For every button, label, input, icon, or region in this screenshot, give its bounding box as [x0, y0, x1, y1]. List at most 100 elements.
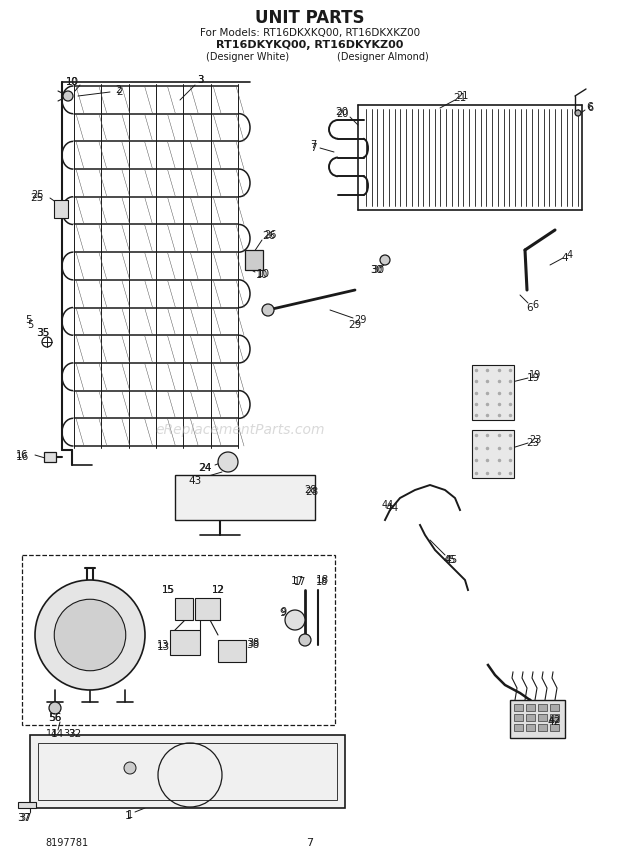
Bar	[44, 452, 56, 462]
Text: 20: 20	[336, 109, 348, 119]
Circle shape	[124, 762, 136, 774]
Text: (Designer White): (Designer White)	[206, 52, 290, 62]
Text: 15: 15	[162, 585, 174, 595]
Circle shape	[35, 580, 145, 690]
Bar	[38, 743, 337, 800]
Circle shape	[380, 255, 390, 265]
Text: 20: 20	[335, 107, 348, 117]
Text: 7: 7	[310, 140, 316, 150]
Text: 38: 38	[247, 638, 259, 648]
Text: 43: 43	[188, 476, 202, 486]
Bar	[195, 598, 220, 620]
Text: 1: 1	[127, 810, 133, 820]
Text: 25: 25	[30, 193, 43, 203]
Text: 6: 6	[587, 103, 593, 113]
Bar	[514, 714, 523, 721]
Text: 2: 2	[115, 85, 121, 95]
Text: 45: 45	[444, 555, 456, 565]
Text: 28: 28	[306, 487, 319, 497]
Bar	[526, 704, 535, 711]
Text: 16: 16	[16, 452, 29, 462]
Text: 23: 23	[526, 438, 539, 448]
Text: 17: 17	[294, 577, 306, 587]
Bar	[526, 724, 535, 731]
Bar	[514, 724, 523, 731]
Bar	[538, 704, 547, 711]
Text: 30: 30	[370, 265, 382, 275]
Text: For Models: RT16DKXKQ00, RT16DKXKZ00: For Models: RT16DKXKQ00, RT16DKXKZ00	[200, 28, 420, 38]
Bar	[54, 200, 68, 218]
Text: 44: 44	[386, 503, 399, 513]
Text: 37: 37	[19, 813, 31, 823]
Bar	[175, 475, 315, 520]
Text: 9: 9	[280, 607, 286, 617]
Text: 37: 37	[17, 813, 30, 823]
Text: 38: 38	[246, 640, 260, 650]
Text: RT16DKYKQ00, RT16DKYKZ00: RT16DKYKQ00, RT16DKYKZ00	[216, 40, 404, 50]
Text: 56: 56	[48, 713, 61, 723]
Text: 9: 9	[280, 608, 286, 618]
Text: 21: 21	[456, 91, 468, 101]
Text: 26: 26	[264, 230, 276, 240]
Text: eReplacementParts.com: eReplacementParts.com	[155, 423, 325, 437]
Text: 18: 18	[316, 577, 328, 587]
Text: 14: 14	[50, 729, 64, 739]
Text: 6: 6	[532, 300, 538, 310]
Bar	[538, 714, 547, 721]
Text: 10: 10	[66, 77, 78, 87]
Circle shape	[299, 634, 311, 646]
Text: 56: 56	[49, 713, 61, 723]
Text: 21: 21	[453, 93, 467, 103]
Text: 12: 12	[212, 585, 224, 595]
Text: 1: 1	[125, 811, 131, 821]
Bar	[550, 714, 559, 721]
Text: 45: 45	[445, 555, 458, 565]
Text: 29: 29	[348, 320, 361, 330]
Text: 44: 44	[382, 500, 394, 510]
Text: 23: 23	[529, 435, 541, 445]
Bar	[510, 700, 565, 738]
Text: 2: 2	[117, 87, 123, 97]
Bar	[472, 430, 514, 478]
Bar	[218, 640, 246, 662]
Text: 26: 26	[262, 231, 276, 241]
Bar	[550, 724, 559, 731]
Text: 7: 7	[309, 143, 316, 153]
Text: 3: 3	[197, 75, 203, 85]
Bar	[472, 365, 514, 420]
Text: 29: 29	[354, 315, 366, 325]
Text: 25: 25	[32, 190, 44, 200]
Text: 10: 10	[66, 77, 79, 87]
Text: UNIT PARTS: UNIT PARTS	[255, 9, 365, 27]
Bar	[245, 250, 263, 270]
Circle shape	[218, 452, 238, 472]
Bar	[550, 704, 559, 711]
Text: 30: 30	[371, 265, 384, 275]
Text: 13: 13	[156, 642, 170, 652]
Text: 7: 7	[306, 838, 314, 848]
Text: 16: 16	[16, 450, 28, 460]
Text: 5: 5	[25, 315, 32, 325]
Text: 32: 32	[68, 729, 82, 739]
Text: 42: 42	[549, 715, 561, 725]
Text: 3: 3	[197, 75, 203, 85]
Bar	[22, 555, 335, 725]
Text: (Designer Almond): (Designer Almond)	[337, 52, 429, 62]
Text: 18: 18	[316, 575, 329, 585]
Text: 8197781: 8197781	[45, 838, 88, 848]
Text: 4: 4	[562, 253, 569, 263]
Bar	[30, 735, 345, 808]
Text: 35: 35	[37, 328, 49, 338]
Text: 10: 10	[257, 269, 270, 279]
Bar	[18, 802, 36, 808]
Text: 10: 10	[256, 270, 268, 280]
Text: 24: 24	[198, 463, 211, 473]
Text: 28: 28	[304, 485, 316, 495]
Circle shape	[49, 702, 61, 714]
Circle shape	[262, 304, 274, 316]
Text: 13: 13	[157, 640, 169, 650]
Circle shape	[55, 599, 126, 671]
Bar	[538, 724, 547, 731]
Text: 35: 35	[37, 328, 50, 338]
Text: 17: 17	[290, 576, 304, 586]
